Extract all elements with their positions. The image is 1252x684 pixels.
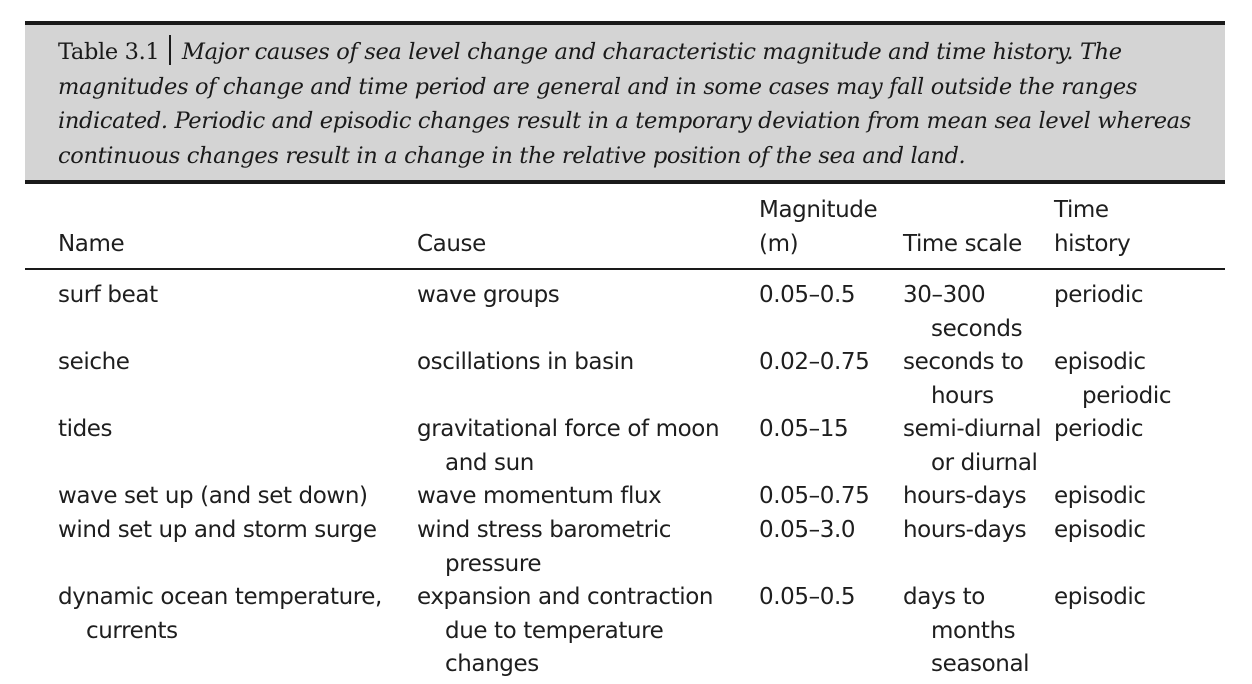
cell-name: tides [58, 416, 113, 442]
table-caption: Table 3.1 Major causes of sea level chang… [58, 35, 1223, 173]
caption-separator [169, 35, 171, 65]
cell-time-history: episodic [1054, 483, 1146, 509]
cell-time-history: periodic [1054, 416, 1144, 442]
cell-time-scale: semi-diurnal or diurnal [903, 416, 1042, 476]
cell-magnitude: 0.05–0.5 [759, 584, 856, 610]
cell-name: dynamic ocean temperature, currents [58, 584, 382, 644]
cell-magnitude: 0.05–15 [759, 416, 849, 442]
cell-time-history: periodic [1054, 282, 1144, 308]
cell-name: wind set up and storm surge [58, 517, 377, 543]
header-time-history: Time history [1054, 197, 1131, 257]
cell-cause: gravitational force of moon and sun [417, 416, 720, 476]
cell-time-history: episodic periodic [1054, 349, 1172, 409]
cell-time-history: episodic [1054, 584, 1146, 610]
caption-bottom-rule [25, 180, 1225, 184]
header-magnitude: Magnitude (m) [759, 197, 878, 257]
cell-time-scale: seconds to hours [903, 349, 1024, 409]
header-time-scale: Time scale [903, 230, 1022, 257]
cell-cause: expansion and contraction due to temperat… [417, 584, 714, 677]
cell-time-scale: days to months seasonal [903, 584, 1030, 677]
cell-cause: wave groups [417, 282, 560, 308]
cell-time-scale: hours-days [903, 517, 1027, 543]
header-rule [25, 268, 1225, 270]
cell-cause: wind stress barometric pressure [417, 517, 672, 577]
cell-magnitude: 0.05–0.75 [759, 483, 870, 509]
cell-magnitude: 0.05–0.5 [759, 282, 856, 308]
table-label: Table 3.1 [58, 39, 160, 65]
cell-cause: oscillations in basin [417, 349, 634, 375]
cell-time-history: episodic [1054, 517, 1146, 543]
cell-time-scale: hours-days [903, 483, 1027, 509]
cell-magnitude: 0.05–3.0 [759, 517, 856, 543]
cell-name: wave set up (and set down) [58, 483, 368, 509]
cell-name: surf beat [58, 282, 158, 308]
cell-time-scale: 30–300 seconds [903, 282, 1023, 342]
caption-text: Major causes of sea level change and cha… [58, 39, 1191, 169]
cell-name: seiche [58, 349, 130, 375]
cell-cause: wave momentum flux [417, 483, 662, 509]
header-cause: Cause [417, 230, 486, 257]
header-name: Name [58, 230, 125, 257]
table-top-rule [25, 21, 1225, 25]
cell-magnitude: 0.02–0.75 [759, 349, 870, 375]
caption-box [25, 25, 1225, 180]
